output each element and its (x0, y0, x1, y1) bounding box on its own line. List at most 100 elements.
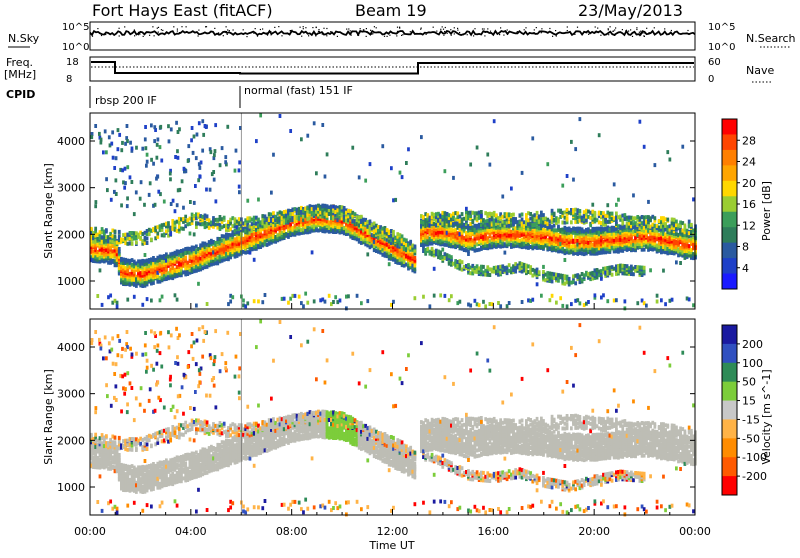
cpid-row: CPID rbsp 200 IF normal (fast) 151 IF (6, 84, 353, 108)
noise-search-dot (442, 26, 443, 27)
noise-search-dot (316, 27, 317, 28)
noise-search-dot (389, 35, 390, 36)
noise-search-dot (233, 29, 234, 30)
noise-search-dot (644, 33, 645, 34)
noise-search-dot (363, 29, 364, 30)
noise-search-dot (411, 33, 412, 34)
noise-search-dot (622, 29, 623, 30)
noise-search-dot (119, 31, 120, 32)
beam-title: Beam 19 (355, 1, 427, 20)
power-cell (546, 162, 549, 166)
power-cell (345, 306, 348, 310)
power-cell (321, 123, 324, 127)
power-cell (594, 211, 597, 215)
power-cell (482, 300, 485, 304)
noise-search-dot (337, 36, 338, 37)
noise-search-dot (206, 26, 207, 27)
power-cell (221, 146, 224, 150)
noise-search-dot (592, 32, 593, 33)
noise-search-dot (560, 32, 561, 33)
power-cell (191, 126, 194, 130)
power-cell (606, 203, 609, 207)
noise-search-dot (671, 30, 672, 31)
noise-search-dot (312, 27, 313, 28)
noise-search-dot (591, 32, 592, 33)
noise-search-dot (614, 29, 615, 30)
power-cell (461, 260, 464, 264)
power-cell (369, 162, 372, 166)
power-cell (439, 293, 442, 297)
noise-search-dot (281, 35, 282, 36)
noise-search-dot (291, 30, 292, 31)
cpid-mode-2: normal (fast) 151 IF (244, 84, 353, 97)
power-cell (542, 213, 545, 217)
noise-search-dot (308, 35, 309, 36)
power-cell (499, 304, 502, 308)
noise-search-dot (173, 26, 174, 27)
station-title: Fort Hays East (fitACF) (92, 1, 273, 20)
noise-search-dot (370, 30, 371, 31)
noise-search-dot (271, 34, 272, 35)
power-cell (326, 152, 329, 156)
power-cell (585, 218, 588, 222)
power-cell (257, 198, 260, 202)
noise-search-dot (119, 28, 120, 29)
power-cell (632, 193, 635, 197)
noise-search-dot (485, 32, 486, 33)
power-cell (469, 304, 472, 308)
noise-search-dot (644, 36, 645, 37)
noise-search-dot (555, 30, 556, 31)
noise-search-dot (474, 28, 475, 29)
power-cell (489, 163, 492, 167)
power-cell (257, 299, 260, 303)
power-cell (105, 150, 108, 154)
power-cell (429, 304, 432, 308)
power-cell (270, 191, 273, 195)
noise-search-dot (220, 34, 221, 35)
power-cell (465, 207, 468, 211)
power-cell (566, 174, 569, 178)
noise-search-dot (262, 28, 263, 29)
power-cell (452, 176, 455, 180)
noise-search-dot (443, 35, 444, 36)
noise-search-dot (608, 28, 609, 29)
power-cell (381, 144, 384, 148)
power-cell (602, 293, 605, 297)
noise-search-dot (639, 35, 640, 36)
noise-search-dot (143, 36, 144, 37)
power-cell (480, 210, 483, 214)
power-cell (467, 252, 470, 256)
noise-right-tick-hi: 10^5 (708, 22, 735, 33)
power-cell (298, 295, 301, 299)
power-cell (184, 215, 187, 219)
power-cell (146, 241, 149, 245)
noise-search-dot (541, 28, 542, 29)
noise-search-dot (179, 32, 180, 33)
power-cell (542, 265, 545, 269)
freq-trace (91, 62, 694, 74)
noise-search-dot (547, 32, 548, 33)
noise-search-dot (371, 34, 372, 35)
noise-search-dot (149, 35, 150, 36)
power-cell (133, 295, 136, 299)
power-cell (414, 256, 417, 260)
noise-search-dot (374, 26, 375, 27)
noise-search-dot (134, 35, 135, 36)
power-cell (493, 119, 496, 123)
noise-search-dot (270, 31, 271, 32)
noise-search-dot (453, 31, 454, 32)
power-cell (461, 212, 464, 216)
power-cell (405, 161, 408, 165)
power-cell (259, 113, 262, 117)
power-cell (272, 153, 275, 157)
noise-search-dot (229, 30, 230, 31)
noise-search-dot (134, 29, 135, 30)
power-cell (126, 298, 129, 302)
power-cell (459, 300, 462, 304)
power-cell (356, 294, 359, 298)
power-cell (313, 299, 316, 303)
power-cell (300, 137, 303, 141)
noise-search-dot (570, 33, 571, 34)
freq-tick-hi: 18 (66, 57, 79, 68)
